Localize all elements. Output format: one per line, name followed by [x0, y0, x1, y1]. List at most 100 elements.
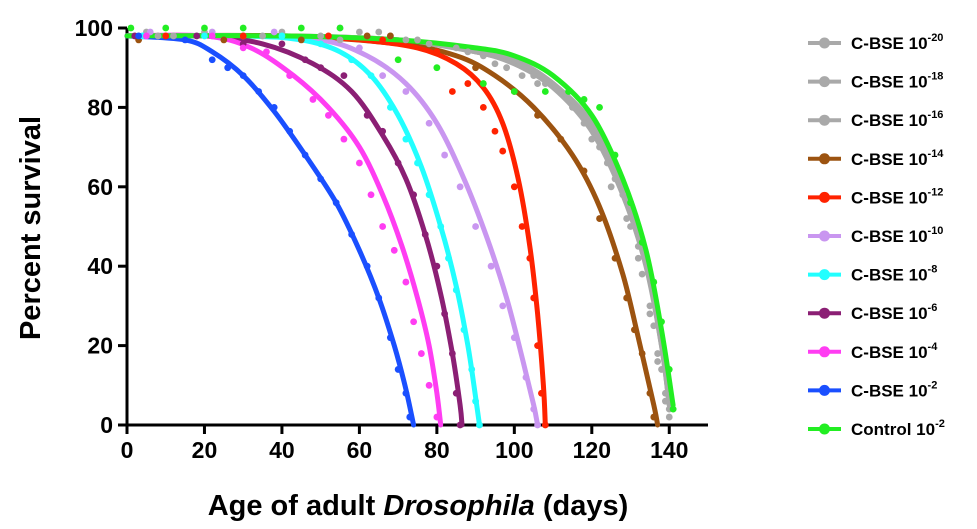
legend-label-base: C-BSE 10 [851, 111, 928, 130]
series-curve [124, 32, 444, 428]
data-point [270, 104, 278, 111]
data-point [402, 278, 410, 286]
x-axis-title: Age of adult Drosophila (days) [208, 490, 629, 522]
legend-marker [819, 423, 830, 435]
data-point [441, 151, 449, 159]
x-tick-label: 120 [573, 437, 611, 463]
data-point [394, 56, 402, 64]
data-point [479, 80, 487, 87]
data-point [456, 421, 464, 429]
legend-label: Control 10-2 [851, 418, 945, 439]
legend-label: C-BSE 10-4 [851, 341, 938, 362]
x-tick-label: 60 [347, 437, 373, 463]
data-point [255, 88, 263, 95]
data-point [611, 254, 619, 262]
legend-label-base: C-BSE 10 [851, 188, 928, 207]
series-curve [124, 33, 541, 428]
legend-label-base: C-BSE 10 [851, 304, 928, 323]
data-point [510, 334, 518, 342]
data-point [286, 127, 294, 135]
data-point [619, 191, 627, 199]
series-curve [124, 33, 417, 428]
data-point [534, 111, 541, 119]
data-point [193, 32, 201, 40]
x-tick-label: 140 [650, 437, 688, 463]
data-point [336, 36, 344, 44]
legend-label: C-BSE 10-12 [851, 186, 943, 207]
data-point [340, 72, 348, 80]
data-point [646, 389, 654, 397]
data-point [565, 96, 572, 103]
data-point [437, 223, 445, 230]
data-point [499, 302, 507, 310]
data-point [325, 111, 332, 119]
data-point [627, 223, 634, 230]
legend-label: C-BSE 10-6 [851, 302, 937, 323]
data-point [452, 44, 460, 52]
legend-label-exponent: -20 [928, 32, 944, 44]
data-point [441, 310, 449, 318]
data-point [417, 350, 425, 357]
data-point [301, 151, 309, 159]
data-point [638, 270, 646, 278]
data-point [491, 127, 499, 135]
data-point [379, 127, 387, 135]
legend-label: C-BSE 10-8 [851, 264, 937, 285]
data-point [661, 397, 669, 405]
data-point [348, 56, 356, 64]
data-point [363, 262, 371, 270]
data-point [596, 215, 603, 222]
legend-label-base: C-BSE 10 [851, 34, 928, 53]
data-point [239, 24, 247, 32]
y-tick-label: 20 [87, 333, 113, 359]
plot-area: 0 20 40 60 80 100 120 140 0 20 40 60 80 100 [75, 15, 708, 463]
data-point [433, 413, 441, 421]
data-point [433, 48, 441, 56]
data-point [127, 24, 135, 32]
data-point [162, 32, 170, 40]
data-point [135, 32, 143, 40]
legend-label: C-BSE 10-20 [851, 32, 943, 53]
legend-label: C-BSE 10-2 [851, 379, 937, 400]
data-point [375, 294, 383, 302]
legend-label-exponent: -6 [928, 302, 938, 314]
data-point [201, 24, 208, 32]
data-point [402, 88, 410, 95]
data-point [263, 48, 270, 56]
data-point [448, 350, 456, 357]
data-point [433, 262, 441, 270]
data-point [239, 72, 247, 80]
data-point [607, 183, 615, 191]
data-point [565, 88, 572, 95]
data-point [325, 32, 332, 40]
x-axis-title-suffix: (days) [535, 490, 628, 522]
data-point [170, 32, 177, 40]
series-curve [124, 33, 676, 408]
x-tick-label: 100 [495, 437, 533, 463]
data-point [142, 32, 150, 40]
data-point [394, 366, 402, 373]
data-point [367, 72, 375, 80]
data-point [665, 366, 673, 373]
legend-marker [819, 384, 830, 396]
y-tick-label: 40 [87, 253, 113, 279]
data-point [491, 60, 499, 68]
data-point [530, 72, 538, 80]
data-point [464, 48, 472, 56]
data-point [472, 397, 479, 405]
data-point [534, 80, 541, 87]
x-axis-title-italic: Drosophila [383, 490, 534, 522]
data-point [278, 32, 286, 40]
data-point [425, 40, 433, 48]
data-point [201, 32, 208, 40]
data-point [596, 143, 603, 151]
data-point [503, 64, 510, 72]
series-curve [124, 32, 465, 428]
data-point [421, 231, 429, 238]
data-point [623, 215, 631, 222]
data-point [317, 40, 325, 48]
data-point [239, 32, 247, 40]
legend-marker [819, 37, 830, 49]
legend: C-BSE 10-20C-BSE 10-18C-BSE 10-16C-BSE 1… [808, 32, 945, 439]
data-point [479, 104, 487, 111]
